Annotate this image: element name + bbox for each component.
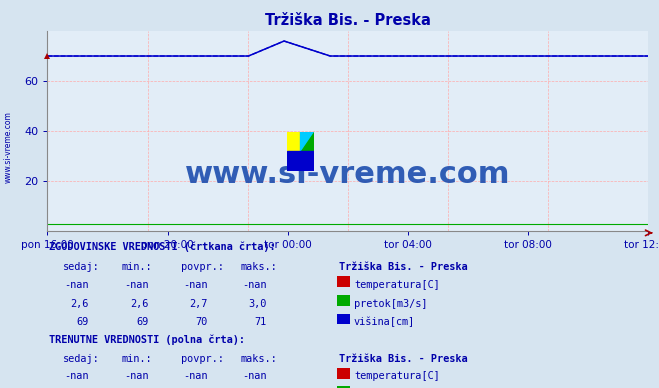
Bar xyxy=(287,151,301,171)
Text: temperatura[C]: temperatura[C] xyxy=(354,280,440,290)
Text: maks.:: maks.: xyxy=(241,353,277,364)
Text: sedaj:: sedaj: xyxy=(63,353,100,364)
Text: Tržiška Bis. - Preska: Tržiška Bis. - Preska xyxy=(339,262,468,272)
Text: www.si-vreme.com: www.si-vreme.com xyxy=(185,160,511,189)
Text: 69: 69 xyxy=(136,317,148,327)
Text: www.si-vreme.com: www.si-vreme.com xyxy=(4,111,13,184)
Text: 2,6: 2,6 xyxy=(130,298,148,308)
Text: maks.:: maks.: xyxy=(241,262,277,272)
Title: Tržiška Bis. - Preska: Tržiška Bis. - Preska xyxy=(265,14,431,28)
Bar xyxy=(287,132,301,151)
Text: 69: 69 xyxy=(76,317,89,327)
Text: TRENUTNE VREDNOSTI (polna črta):: TRENUTNE VREDNOSTI (polna črta): xyxy=(49,335,245,345)
Text: Tržiška Bis. - Preska: Tržiška Bis. - Preska xyxy=(339,353,468,364)
Text: -nan: -nan xyxy=(124,280,148,290)
Text: -nan: -nan xyxy=(124,371,148,381)
Text: povpr.:: povpr.: xyxy=(181,262,224,272)
Bar xyxy=(301,151,314,171)
Text: temperatura[C]: temperatura[C] xyxy=(354,371,440,381)
Text: povpr.:: povpr.: xyxy=(181,353,224,364)
Text: min.:: min.: xyxy=(122,353,152,364)
Text: -nan: -nan xyxy=(65,371,89,381)
Text: 71: 71 xyxy=(254,317,267,327)
Polygon shape xyxy=(301,132,314,151)
Text: -nan: -nan xyxy=(183,371,208,381)
Text: 2,6: 2,6 xyxy=(71,298,89,308)
Text: -nan: -nan xyxy=(243,371,267,381)
Polygon shape xyxy=(301,132,314,151)
Text: -nan: -nan xyxy=(183,280,208,290)
Text: 3,0: 3,0 xyxy=(248,298,267,308)
Text: višina[cm]: višina[cm] xyxy=(354,317,415,327)
Polygon shape xyxy=(301,132,314,151)
Text: sedaj:: sedaj: xyxy=(63,262,100,272)
Text: 70: 70 xyxy=(195,317,208,327)
Text: ZGODOVINSKE VREDNOSTI (črtkana črta):: ZGODOVINSKE VREDNOSTI (črtkana črta): xyxy=(49,242,276,252)
Text: -nan: -nan xyxy=(65,280,89,290)
Text: 2,7: 2,7 xyxy=(189,298,208,308)
Text: -nan: -nan xyxy=(243,280,267,290)
Text: pretok[m3/s]: pretok[m3/s] xyxy=(354,298,428,308)
Text: min.:: min.: xyxy=(122,262,152,272)
